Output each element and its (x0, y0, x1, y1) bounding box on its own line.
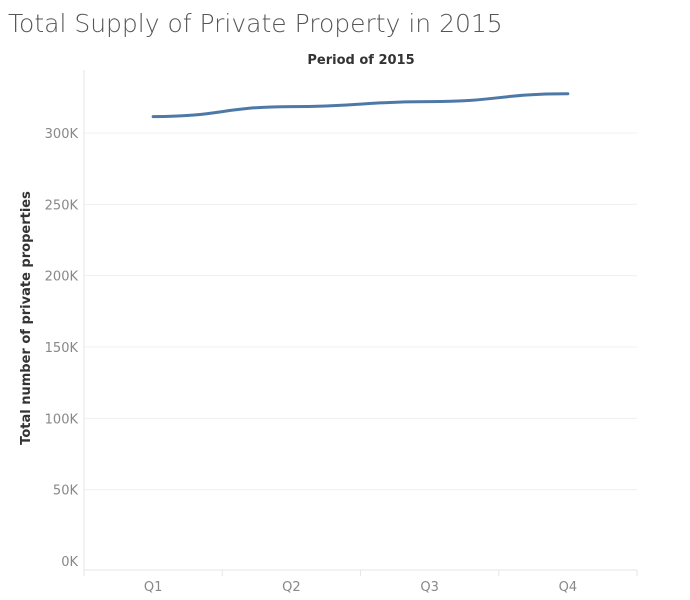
chart-title: Total Supply of Private Property in 2015 (8, 9, 503, 38)
y-axis-label: Total number of private properties (19, 191, 34, 445)
series-line (151, 92, 570, 119)
x-tick-label: Q1 (144, 580, 163, 595)
axes (83, 70, 638, 576)
y-tick-label: 50K (53, 484, 79, 499)
gridlines (84, 132, 637, 491)
y-tick-label: 200K (45, 270, 79, 285)
y-axis-ticks: 0K 50K 100K 150K 200K 250K 300K (45, 127, 79, 570)
series (151, 92, 570, 119)
y-tick-label: 250K (45, 198, 79, 213)
x-tick-label: Q3 (420, 580, 439, 595)
y-tick-label: 0K (61, 555, 78, 570)
x-axis-ticks: Q1 Q2 Q3 Q4 (144, 580, 577, 595)
x-tick-label: Q2 (282, 580, 301, 595)
column-header: Period of 2015 (307, 53, 414, 68)
y-tick-label: 100K (45, 412, 79, 427)
y-tick-label: 300K (45, 127, 79, 142)
y-tick-label: 150K (45, 341, 79, 356)
x-tick-label: Q4 (559, 580, 578, 595)
